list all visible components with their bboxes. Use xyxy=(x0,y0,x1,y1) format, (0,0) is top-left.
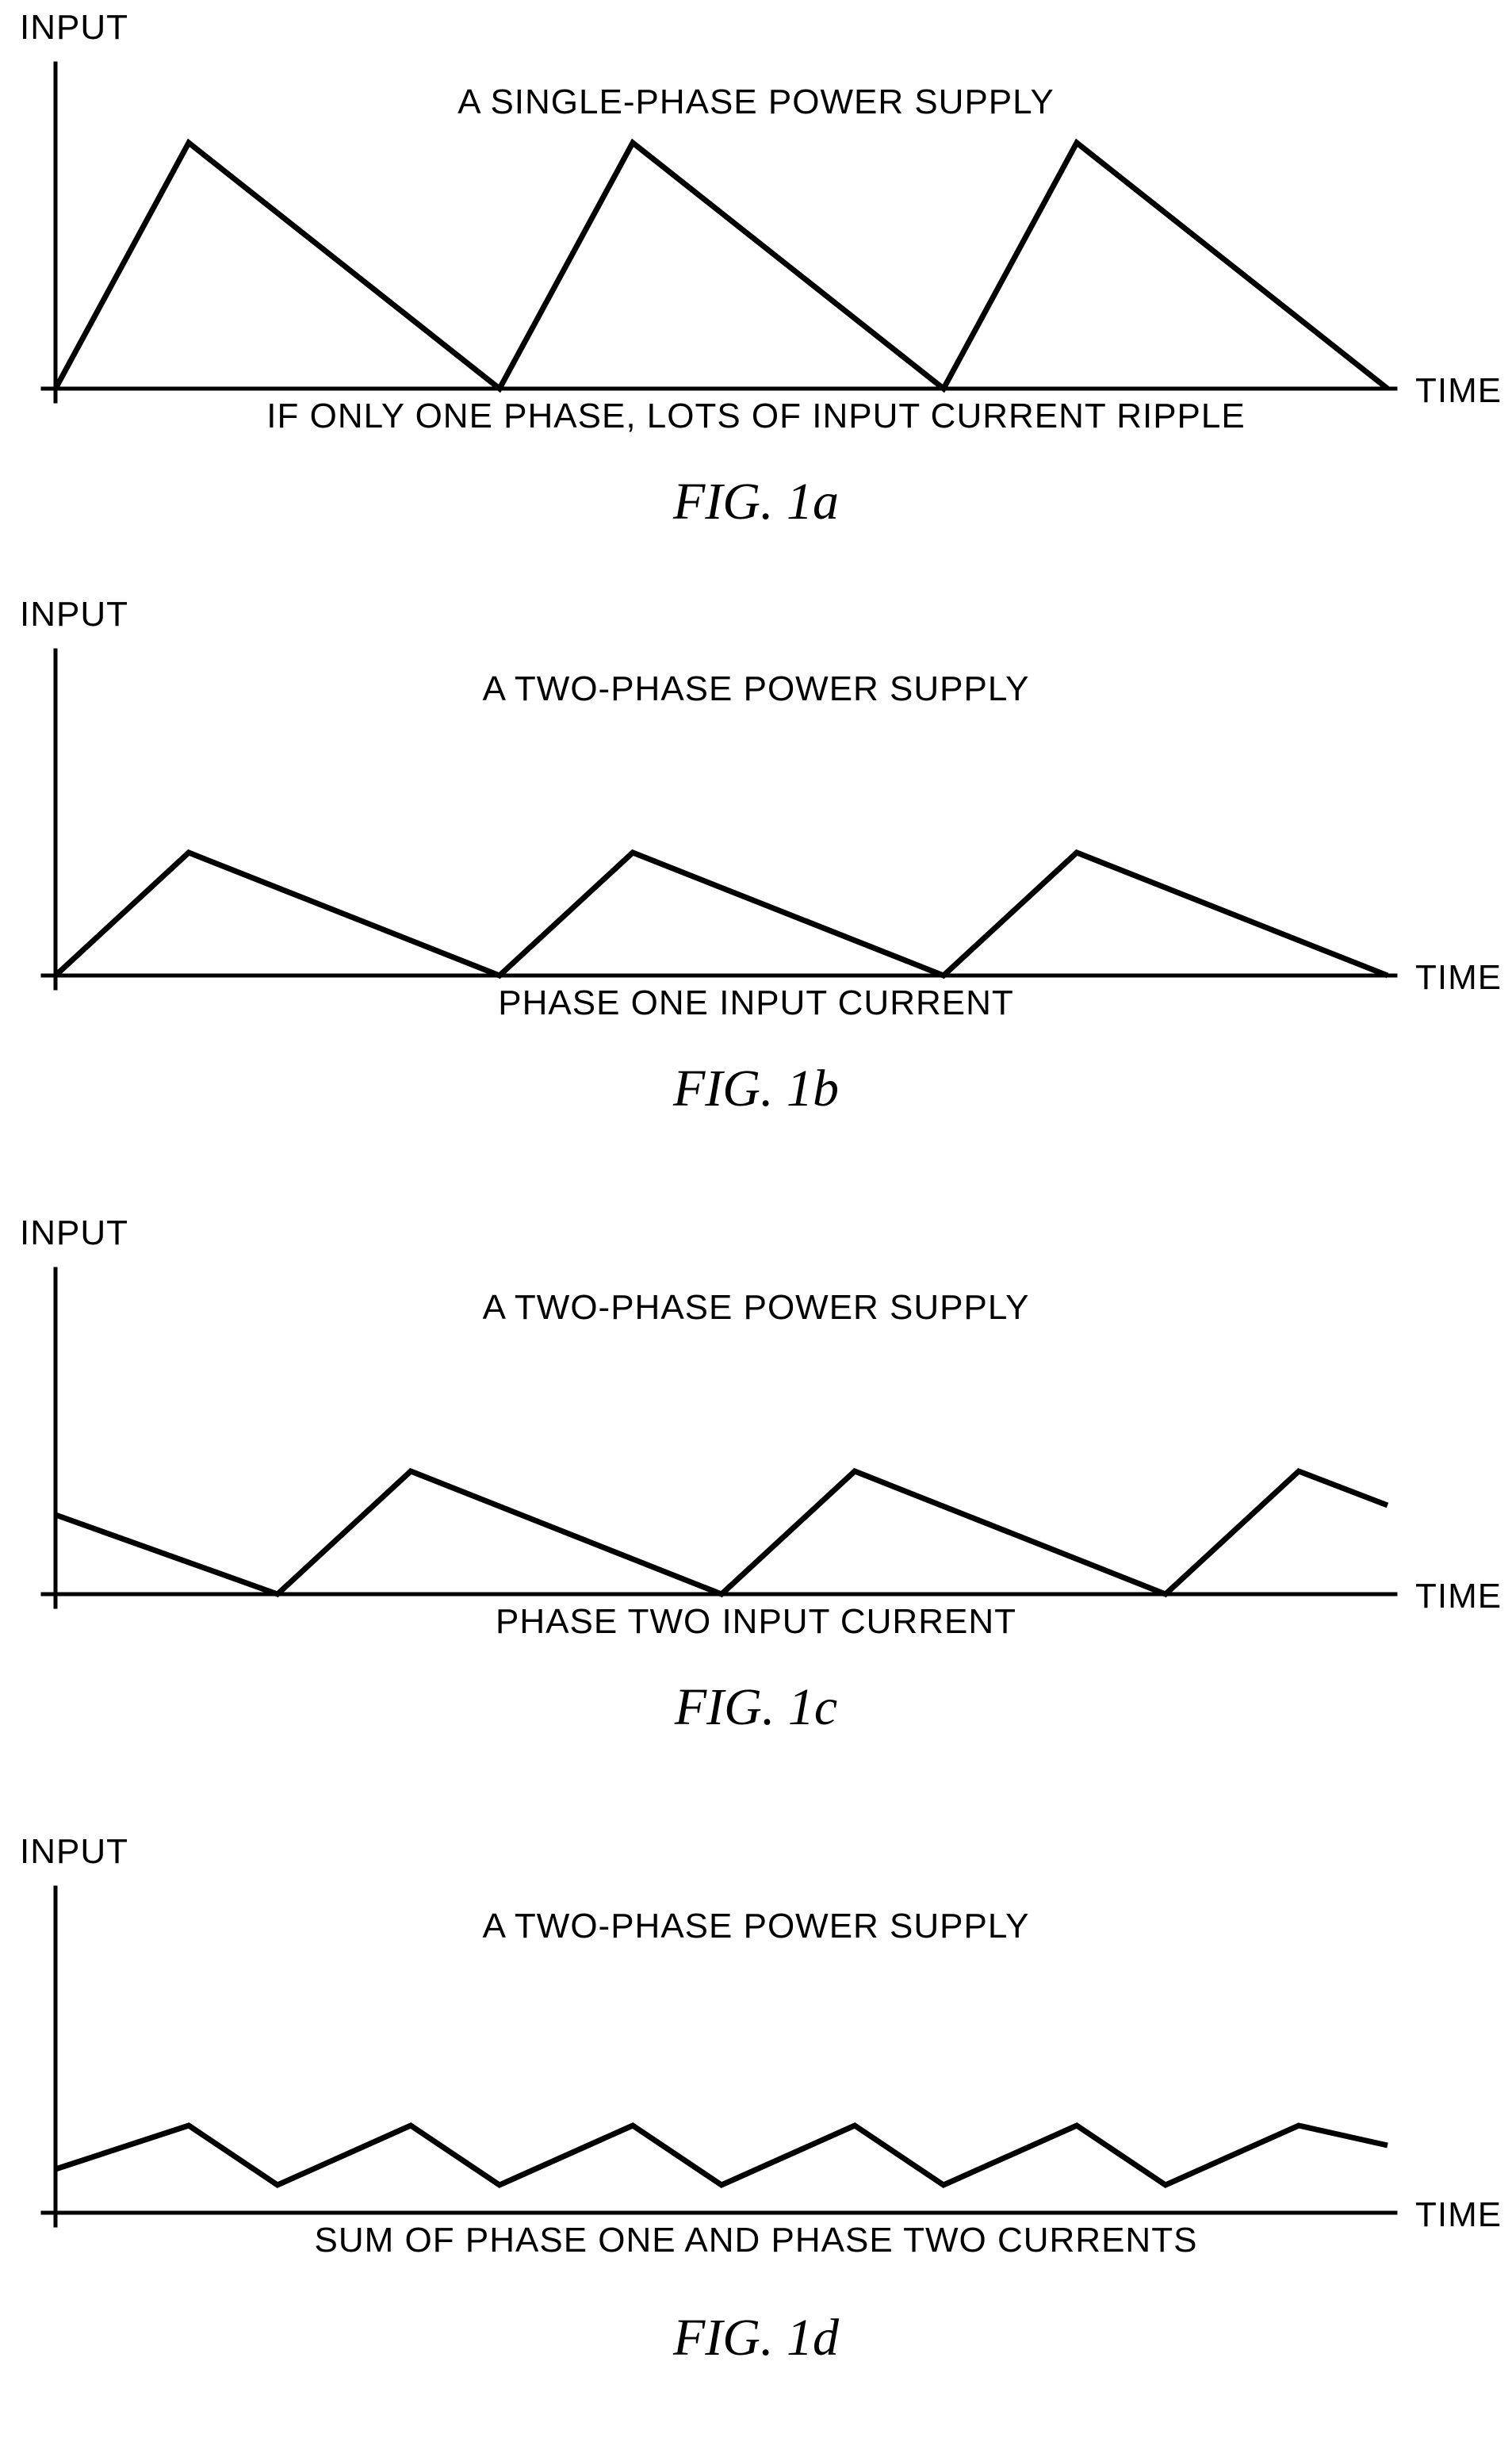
waveform xyxy=(56,853,1388,976)
figure-caption: FIG. 1a xyxy=(0,472,1512,532)
chart-svg xyxy=(0,48,1512,444)
figure-caption: FIG. 1b xyxy=(0,1059,1512,1119)
waveform xyxy=(56,143,1388,389)
y-axis-label: INPUT xyxy=(20,1213,128,1253)
chart-subtitle: PHASE TWO INPUT CURRENT xyxy=(0,1602,1512,1642)
y-axis-label: INPUT xyxy=(20,595,128,634)
chart-panel-d: INPUTA TWO-PHASE POWER SUPPLYTIMESUM OF … xyxy=(0,1824,1512,2435)
chart-panel-a: INPUTA SINGLE-PHASE POWER SUPPLYTIMEIF O… xyxy=(0,0,1512,563)
chart-svg xyxy=(0,1253,1512,1650)
chart-svg xyxy=(0,1872,1512,2268)
y-axis-label: INPUT xyxy=(20,8,128,48)
waveform xyxy=(56,1471,1388,1594)
chart-svg xyxy=(0,634,1512,1031)
chart-subtitle: PHASE ONE INPUT CURRENT xyxy=(0,983,1512,1023)
figure-caption: FIG. 1d xyxy=(0,2308,1512,2368)
figure-caption: FIG. 1c xyxy=(0,1677,1512,1738)
y-axis-label: INPUT xyxy=(20,1832,128,1872)
chart-panel-c: INPUTA TWO-PHASE POWER SUPPLYTIMEPHASE T… xyxy=(0,1206,1512,1777)
chart-panel-b: INPUTA TWO-PHASE POWER SUPPLYTIMEPHASE O… xyxy=(0,587,1512,1158)
chart-subtitle: IF ONLY ONE PHASE, LOTS OF INPUT CURRENT… xyxy=(0,397,1512,436)
waveform xyxy=(56,2126,1388,2185)
chart-subtitle: SUM OF PHASE ONE AND PHASE TWO CURRENTS xyxy=(0,2221,1512,2260)
